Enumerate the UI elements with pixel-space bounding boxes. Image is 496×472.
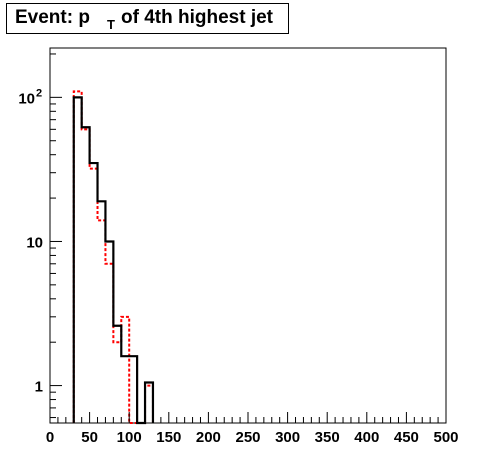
chart-title-prefix: Event: p xyxy=(15,7,90,28)
x-tick-label: 200 xyxy=(196,429,221,446)
y-tick-label: 10 xyxy=(26,234,43,251)
x-tick-label: 0 xyxy=(46,429,54,446)
x-tick-label: 300 xyxy=(275,429,300,446)
x-tick-label: 500 xyxy=(433,429,458,446)
x-tick-label: 450 xyxy=(394,429,419,446)
x-axis: 0 50 100 150 200 250 300 350 400 450 500 xyxy=(46,412,459,446)
y-tick-exponent: 2 xyxy=(36,87,42,99)
chart-title: Event: p T of 4th highest jet xyxy=(6,3,289,34)
chart-title-suffix: of 4th highest jet xyxy=(121,7,273,28)
y-tick-label: 1 xyxy=(35,379,43,396)
x-tick-label: 50 xyxy=(81,429,98,446)
series-solid-black xyxy=(72,96,155,425)
series-layer xyxy=(72,90,155,425)
x-tick-label: 100 xyxy=(117,429,142,446)
x-tick-label: 350 xyxy=(315,429,340,446)
plot-frame xyxy=(49,47,447,424)
chart-title-subscript: T xyxy=(107,17,115,32)
x-tick-label: 400 xyxy=(354,429,379,446)
x-tick-label: 150 xyxy=(156,429,181,446)
x-tick-label: 250 xyxy=(235,429,260,446)
y-tick-label: 10 xyxy=(18,90,35,107)
